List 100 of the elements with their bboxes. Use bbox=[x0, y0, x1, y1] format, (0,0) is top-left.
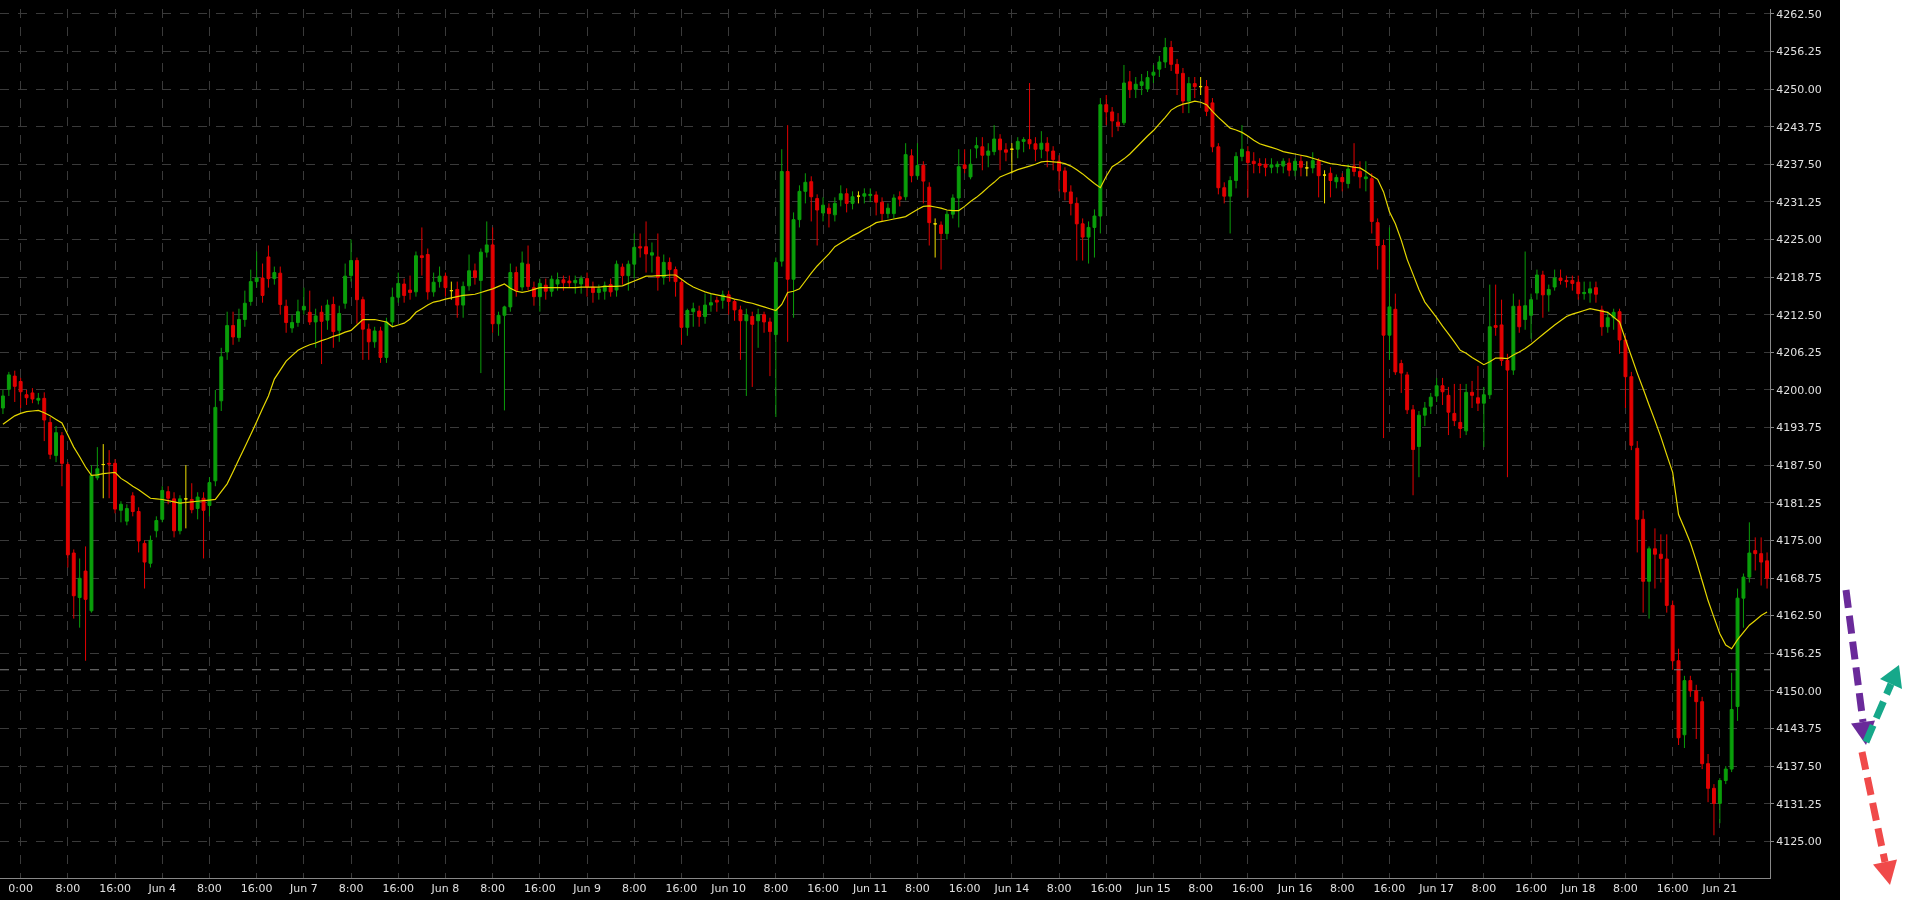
candlestick bbox=[319, 305, 324, 365]
y-tick-label: 4218.75 bbox=[1776, 270, 1822, 284]
candlestick bbox=[1546, 284, 1551, 313]
candlestick bbox=[378, 326, 383, 364]
candlestick bbox=[620, 263, 625, 286]
candlestick bbox=[1157, 55, 1162, 78]
x-tick-label: 8:00 bbox=[1329, 882, 1355, 896]
x-tick-label: 16:00 bbox=[1515, 882, 1547, 896]
candlestick bbox=[1163, 37, 1168, 69]
candlestick bbox=[1340, 172, 1345, 192]
y-tick-label: 4150.00 bbox=[1776, 684, 1822, 698]
candlestick bbox=[349, 238, 353, 283]
candlestick bbox=[1511, 293, 1516, 376]
candlestick bbox=[886, 202, 890, 219]
x-tick-label: Jun 9 bbox=[572, 882, 601, 896]
x-tick-label: 16:00 bbox=[240, 882, 273, 896]
candlestick bbox=[1122, 64, 1126, 126]
candlestick bbox=[626, 260, 631, 292]
candlestick bbox=[331, 296, 336, 349]
candlestick bbox=[473, 263, 477, 286]
candlestick bbox=[1440, 377, 1445, 406]
candlestick bbox=[703, 293, 707, 325]
y-tick-label: 4168.75 bbox=[1776, 571, 1822, 585]
x-tick-label: Jun 21 bbox=[1701, 882, 1738, 896]
candlestick bbox=[744, 308, 749, 397]
candlestick bbox=[844, 187, 849, 213]
candlestick bbox=[1281, 157, 1286, 174]
candlestick bbox=[1535, 269, 1539, 301]
candlestick bbox=[1723, 765, 1728, 785]
y-tick-label: 4206.25 bbox=[1776, 346, 1822, 360]
candlestick bbox=[585, 272, 589, 298]
candlestick bbox=[809, 175, 814, 222]
candlestick bbox=[366, 323, 371, 361]
candlestick bbox=[1304, 160, 1309, 177]
candlestick bbox=[1476, 365, 1480, 412]
candlestick bbox=[1706, 753, 1710, 803]
candlestick bbox=[360, 296, 365, 361]
candlestick bbox=[1363, 160, 1368, 192]
candlestick bbox=[107, 449, 112, 499]
x-tick-label: 16:00 bbox=[524, 882, 556, 896]
candlestick bbox=[1358, 160, 1362, 189]
candlestick bbox=[632, 232, 637, 280]
candlestick bbox=[998, 133, 1002, 171]
candlestick bbox=[1192, 76, 1197, 99]
candlestick bbox=[1682, 675, 1687, 749]
candlestick bbox=[909, 148, 914, 183]
x-tick-label: 8:00 bbox=[480, 882, 505, 896]
candlestick bbox=[48, 416, 53, 460]
candlestick bbox=[1104, 94, 1109, 126]
candlestick bbox=[467, 254, 471, 292]
y-tick-label: 4125.00 bbox=[1776, 835, 1822, 849]
x-tick-label: 16:00 bbox=[1656, 882, 1689, 896]
candlestick bbox=[573, 275, 578, 295]
candlestick bbox=[396, 272, 401, 304]
candlestick bbox=[679, 278, 684, 346]
candlestick bbox=[42, 391, 47, 442]
candlestick bbox=[1576, 275, 1581, 301]
candlestick bbox=[183, 464, 188, 529]
candlestick bbox=[1452, 383, 1457, 427]
y-tick-label: 4262.50 bbox=[1776, 7, 1822, 21]
x-tick-label: 8:00 bbox=[1046, 882, 1072, 896]
candlestick bbox=[231, 311, 235, 346]
candlestick bbox=[1051, 145, 1056, 171]
x-tick-label: Jun 18 bbox=[1559, 882, 1596, 896]
y-tick-label: 4143.75 bbox=[1776, 722, 1822, 736]
candlestick bbox=[1234, 151, 1238, 189]
candlestick bbox=[213, 389, 218, 487]
candlestick bbox=[1588, 281, 1592, 304]
x-tick-label: 8:00 bbox=[905, 882, 930, 896]
candlestick bbox=[431, 272, 436, 298]
candlestick bbox=[296, 299, 300, 328]
candlestick bbox=[142, 539, 147, 590]
candlestick bbox=[1694, 684, 1699, 740]
candlestick bbox=[1310, 151, 1315, 174]
candlestick bbox=[172, 491, 176, 538]
x-tick-label: 8:00 bbox=[197, 882, 222, 896]
candlestick bbox=[272, 266, 277, 286]
candlestick bbox=[60, 431, 64, 487]
candlestick bbox=[773, 257, 778, 418]
candlestick bbox=[1434, 377, 1439, 403]
y-tick-label: 4187.50 bbox=[1776, 459, 1822, 473]
candlestick bbox=[1517, 299, 1522, 334]
candlestick bbox=[1399, 359, 1404, 394]
candlestick bbox=[1299, 154, 1303, 177]
candlestick bbox=[461, 281, 466, 319]
candlestick bbox=[178, 494, 182, 535]
candlestick bbox=[897, 190, 902, 207]
x-tick-label: Jun 7 bbox=[289, 882, 318, 896]
candlestick bbox=[821, 196, 825, 222]
candlestick bbox=[1405, 371, 1410, 415]
x-tick-label: 16:00 bbox=[99, 882, 131, 896]
candlestick bbox=[160, 485, 165, 523]
y-tick-label: 4231.25 bbox=[1776, 195, 1822, 209]
candlestick bbox=[1240, 124, 1244, 162]
candlestick bbox=[408, 275, 412, 301]
candlestick bbox=[927, 181, 932, 247]
candlestick bbox=[1759, 536, 1764, 587]
candlestick bbox=[709, 293, 713, 313]
candlestick bbox=[1228, 175, 1233, 234]
candlestick bbox=[1765, 551, 1769, 590]
